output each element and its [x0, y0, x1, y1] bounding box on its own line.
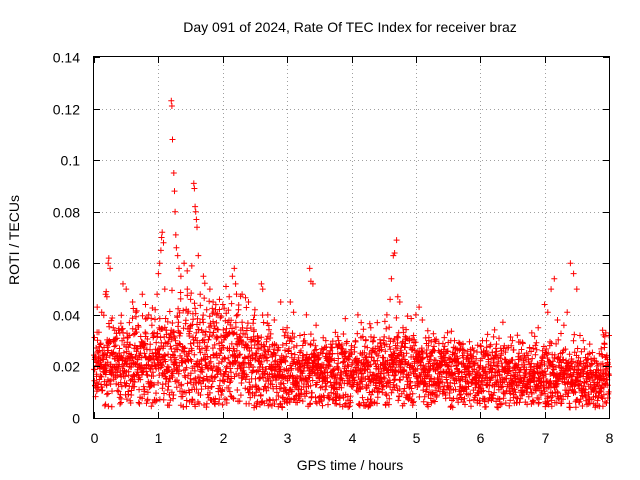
y-tick-label: 0.06 [53, 256, 80, 272]
chart-title: Day 091 of 2024, Rate Of TEC Index for r… [183, 19, 517, 35]
plot-frame [93, 56, 610, 419]
y-axis-tick-labels: 0 0.02 0.04 0.06 0.08 0.1 0.12 0.14 [53, 50, 80, 427]
y-tick-label: 0.02 [53, 359, 80, 375]
x-tick-label: 7 [542, 430, 550, 446]
x-tick-label: 8 [606, 430, 614, 446]
x-tick-label: 4 [349, 430, 357, 446]
axis-ticks [94, 57, 610, 419]
y-tick-label: 0.12 [53, 102, 80, 118]
roti-marker-path [91, 97, 612, 411]
x-tick-label: 0 [91, 430, 99, 446]
y-tick-label: 0.08 [53, 205, 80, 221]
x-axis-label: GPS time / hours [297, 457, 404, 473]
x-tick-label: 5 [413, 430, 421, 446]
y-tick-label: 0.14 [53, 50, 80, 66]
x-tick-label: 3 [284, 430, 292, 446]
x-tick-label: 1 [155, 430, 163, 446]
y-tick-label: 0.04 [53, 308, 80, 324]
y-tick-label: 0.1 [61, 153, 81, 169]
data-points [91, 97, 612, 411]
y-axis-label: ROTI / TECUs [6, 195, 22, 285]
y-tick-label: 0 [72, 411, 80, 427]
x-axis-tick-labels: 0 1 2 3 4 5 6 7 8 [91, 430, 614, 446]
x-tick-label: 6 [477, 430, 485, 446]
x-tick-label: 2 [220, 430, 228, 446]
grid-lines [94, 57, 609, 418]
